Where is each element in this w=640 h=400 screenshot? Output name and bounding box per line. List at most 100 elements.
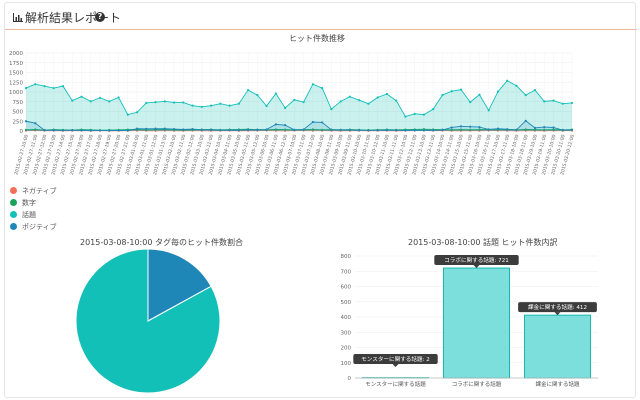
data-point [395,129,398,132]
data-point [367,129,370,132]
legend-label: 話題 [22,210,36,219]
data-point [459,128,463,131]
x-tick-label: コラボに関する話題 [452,380,502,388]
data-point [376,96,379,99]
data-point [247,88,250,92]
data-point [348,128,351,132]
data-point [89,129,92,132]
data-point [228,104,231,107]
tooltip-caret [554,312,561,316]
data-point [182,128,185,131]
data-point [182,101,185,104]
line-chart-title: ヒット件数推移 [289,34,345,43]
data-point [496,127,500,130]
series-area [26,80,572,131]
legend-number-dot [10,199,17,206]
y-tick-label: 500 [341,300,352,306]
series-line [25,80,573,118]
legend-item-positive[interactable]: ポジティブ [10,221,57,232]
data-point [533,126,537,129]
data-point [163,127,166,130]
y-tick-label: 300 [341,330,352,336]
data-point [385,128,389,132]
data-point [24,128,28,131]
data-point [543,126,546,129]
y-tick-label: 1750 [9,61,23,67]
bar-chart: 0 100 200 300 400 500 600 700 800 モンスターに関する話題モンスタ… [341,254,598,388]
data-point [219,102,222,105]
data-point [24,120,28,123]
pie-chart [75,248,221,394]
data-point [98,96,102,99]
legend-negative-dot [10,187,17,194]
pie-chart-title: 2015-03-08-10:00 タグ毎のヒット件数割合 [80,238,243,247]
data-point [321,87,324,90]
y-tick-label: 400 [341,315,352,321]
data-point [422,113,426,116]
data-point [256,94,259,97]
y-tick-label: 800 [341,254,352,260]
legend-item-number[interactable]: 数字 [10,197,57,208]
data-point [126,113,129,116]
data-point [404,129,407,132]
data-point [515,128,518,131]
data-point [478,126,481,129]
legend-label: 数字 [22,198,36,207]
data-point [311,120,314,124]
data-point [71,129,74,132]
data-point [487,109,490,112]
data-point [478,128,481,131]
data-point [321,128,324,131]
data-point [395,99,398,102]
y-tick-label: 200 [341,346,352,352]
report-panel: 解析結果レポート ? [4,2,637,398]
data-point [506,128,509,131]
data-point [191,104,194,107]
y-tick-label: 500 [13,110,24,116]
data-point [274,128,277,131]
data-point [108,100,111,103]
data-point [154,101,157,104]
question-circle-icon[interactable]: ? [95,12,105,22]
data-point [71,99,74,102]
data-point [496,90,500,93]
data-point [256,128,259,131]
legend-item-topic[interactable]: 話題 [10,209,57,220]
data-point [237,102,240,105]
data-point [552,128,555,131]
y-tick-label: 0 [348,376,352,382]
data-point [89,100,92,103]
data-point [209,104,213,107]
data-point [524,94,527,97]
y-tick-label: 1250 [9,80,23,86]
tooltip-text: 課金に関する話題: 412 [528,303,587,311]
data-point [358,99,361,102]
data-point [145,101,148,105]
data-point [524,128,527,131]
y-tick-label: 100 [341,361,352,367]
legend-positive-dot [10,223,17,230]
legend-label: ネガティブ [22,186,57,195]
tooltip-box [518,302,597,313]
data-point [330,128,333,131]
legend-label: ポジティブ [22,222,57,231]
data-point [367,102,370,105]
page-title: 解析結果レポート [25,11,122,25]
legend-item-negative[interactable]: ネガティブ [10,185,57,196]
data-point [135,111,139,114]
line-chart: 0250500750100012501500175020002015-02-27… [9,51,576,176]
legend-topic-dot [10,211,17,218]
bar-chart-title: 2015-03-08-10:00 話題 ヒット件数内訳 [408,238,558,247]
data-point [441,94,444,97]
data-point [154,127,157,130]
data-point [330,108,333,111]
series-line [25,120,573,132]
data-point [450,128,453,131]
tooltip-text: モンスターに関する話題: 2 [361,355,430,363]
data-point [293,98,296,101]
data-point [61,85,65,88]
data-point [219,129,222,132]
data-point [459,125,463,128]
data-point [543,128,546,131]
